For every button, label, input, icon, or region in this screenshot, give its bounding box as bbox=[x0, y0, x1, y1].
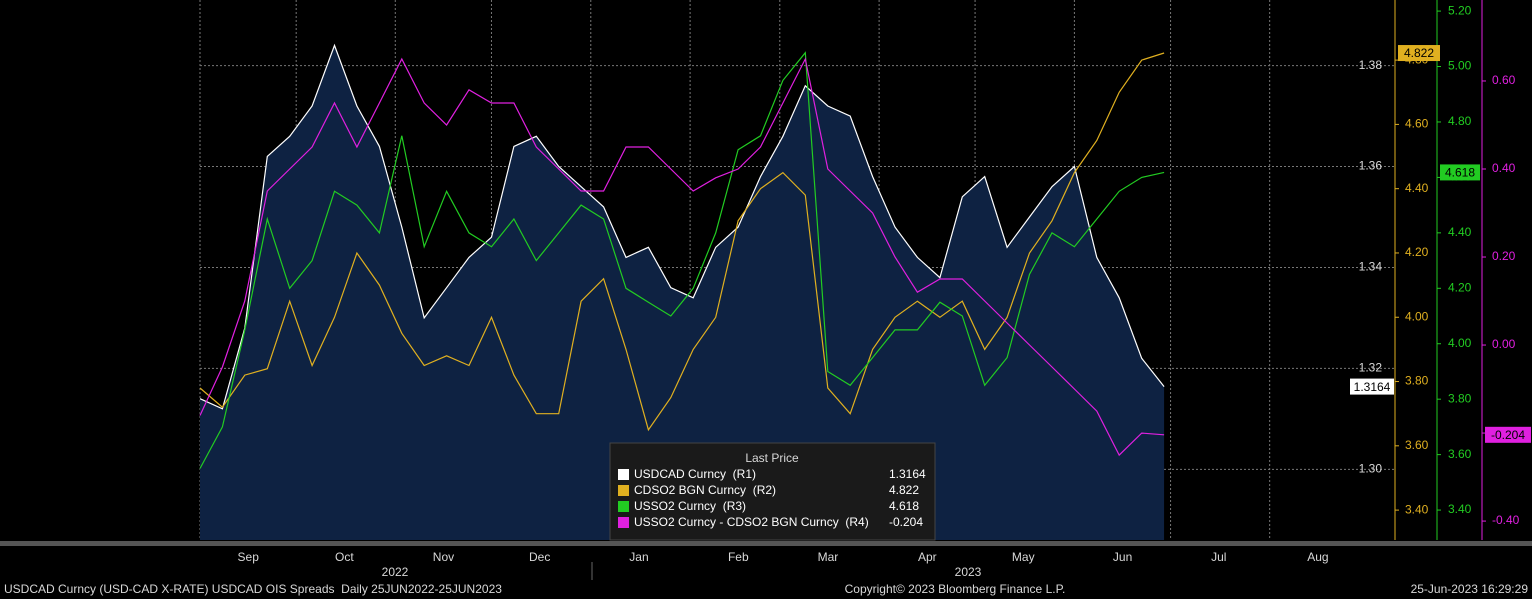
y-tick-label: 1.38 bbox=[1359, 58, 1383, 72]
y-tick-label: 5.20 bbox=[1448, 3, 1472, 17]
legend-box bbox=[609, 442, 936, 541]
year-label: 2022 bbox=[382, 565, 409, 579]
y-tick-label: 1.34 bbox=[1359, 260, 1383, 274]
legend-label: USSO2 Curncy - CDSO2 BGN Curncy (R4) bbox=[634, 515, 869, 529]
x-tick-label: Mar bbox=[818, 550, 839, 564]
x-tick-label: May bbox=[1012, 550, 1035, 564]
legend-value: 4.618 bbox=[889, 499, 919, 513]
y-tick-label: 4.40 bbox=[1448, 225, 1472, 239]
legend-label: USSO2 Curncy (R3) bbox=[634, 499, 746, 513]
legend-value: 1.3164 bbox=[889, 467, 926, 481]
last-value-badge bbox=[1485, 426, 1531, 443]
series-line bbox=[199, 57, 1165, 457]
y-tick-label: 1.36 bbox=[1359, 159, 1383, 173]
y-tick-label: 4.60 bbox=[1405, 117, 1429, 131]
footer-right: 25-Jun-2023 16:29:29 bbox=[1411, 582, 1529, 596]
y-tick-label: 0.20 bbox=[1492, 249, 1516, 263]
y-tick-label: 1.32 bbox=[1359, 361, 1383, 375]
last-value-badge bbox=[1350, 378, 1394, 395]
plot-area bbox=[199, 0, 1395, 541]
legend-value: -0.204 bbox=[889, 515, 923, 529]
y-tick-label: 3.80 bbox=[1405, 374, 1429, 388]
x-tick-label: Apr bbox=[918, 550, 937, 564]
y-tick-label: -0.40 bbox=[1492, 513, 1520, 527]
y-tick-label: 0.00 bbox=[1492, 337, 1516, 351]
y-tick-label: 4.40 bbox=[1405, 181, 1429, 195]
y-tick-label: 4.20 bbox=[1448, 280, 1472, 294]
x-tick-label: Dec bbox=[529, 550, 550, 564]
last-value-label: 4.822 bbox=[1404, 46, 1434, 60]
y-tick-label: 1.30 bbox=[1359, 462, 1383, 476]
y-tick-label: 3.40 bbox=[1448, 502, 1472, 516]
x-tick-label: Nov bbox=[433, 550, 454, 564]
legend-label: CDSO2 BGN Curncy (R2) bbox=[634, 483, 776, 497]
footer-center: Copyright© 2023 Bloomberg Finance L.P. bbox=[845, 582, 1066, 596]
x-tick-label: Sep bbox=[238, 550, 260, 564]
year-label: 2023 bbox=[955, 565, 982, 579]
legend-title: Last Price bbox=[745, 451, 799, 465]
x-tick-label: Jan bbox=[629, 550, 648, 564]
y-tick-label: 5.00 bbox=[1448, 59, 1472, 73]
legend-swatch bbox=[618, 485, 629, 496]
y-tick-label: 4.00 bbox=[1448, 336, 1472, 350]
series-line bbox=[199, 43, 1165, 410]
footer-left: USDCAD Curncy (USD-CAD X-RATE) USDCAD OI… bbox=[4, 582, 502, 596]
x-tick-label: Feb bbox=[728, 550, 749, 564]
last-value-label: -0.204 bbox=[1491, 428, 1525, 442]
x-tick-label: Aug bbox=[1307, 550, 1328, 564]
y-tick-label: 3.60 bbox=[1448, 447, 1472, 461]
last-value-label: 4.618 bbox=[1445, 166, 1475, 180]
y-tick-label: 0.40 bbox=[1492, 161, 1516, 175]
axis-band bbox=[0, 541, 1532, 546]
y-tick-label: 3.80 bbox=[1448, 391, 1472, 405]
legend-label: USDCAD Curncy (R1) bbox=[634, 467, 756, 481]
last-value-label: 1.3164 bbox=[1354, 380, 1391, 394]
legend-swatch bbox=[618, 469, 629, 480]
y-tick-label: 4.80 bbox=[1448, 114, 1472, 128]
y-tick-label: 4.00 bbox=[1405, 309, 1429, 323]
x-tick-label: Jul bbox=[1211, 550, 1226, 564]
y-tick-label: 3.60 bbox=[1405, 438, 1429, 452]
y-tick-label: 4.20 bbox=[1405, 245, 1429, 259]
series-line bbox=[199, 51, 1165, 469]
y-tick-label: 0.60 bbox=[1492, 73, 1516, 87]
legend-swatch bbox=[618, 517, 629, 528]
x-tick-label: Oct bbox=[335, 550, 354, 564]
last-value-badge bbox=[1398, 45, 1440, 62]
area bbox=[200, 45, 1165, 541]
legend-value: 4.822 bbox=[889, 483, 919, 497]
legend-swatch bbox=[618, 501, 629, 512]
legend: Last Price USDCAD Curncy (R1) 1.3164 CDSO2… bbox=[609, 442, 936, 541]
series-line bbox=[199, 52, 1165, 432]
x-tick-label: Jun bbox=[1113, 550, 1132, 564]
y-tick-label: 3.40 bbox=[1405, 502, 1429, 516]
last-value-badge bbox=[1440, 164, 1480, 181]
